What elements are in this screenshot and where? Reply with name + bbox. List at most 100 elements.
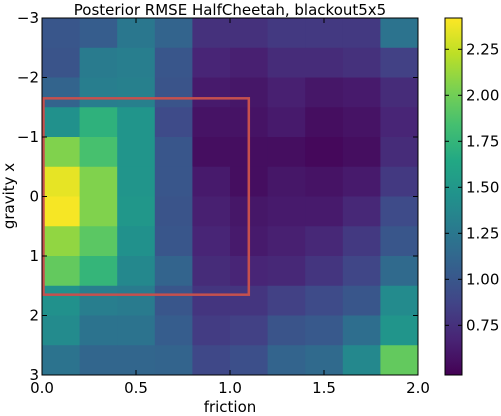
x-tick-label: 2.0 <box>406 379 430 397</box>
heatmap-cell <box>267 166 306 197</box>
heatmap-cell <box>380 196 419 227</box>
chart-title: Posterior RMSE HalfCheetah, blackout5x5 <box>74 1 386 19</box>
heatmap-cell <box>117 226 156 257</box>
heatmap-cell <box>79 256 118 287</box>
heatmap-cell <box>42 47 81 78</box>
heatmap-cell <box>305 18 344 49</box>
heatmap-cell <box>192 285 231 316</box>
heatmap-cell <box>267 315 306 346</box>
heatmap-cell <box>42 256 81 287</box>
heatmap-cell <box>267 256 306 287</box>
heatmap-cell <box>117 315 156 346</box>
heatmap-cell <box>342 315 381 346</box>
heatmap-cell <box>267 47 306 78</box>
heatmap-cell <box>267 77 306 108</box>
heatmap-cell <box>79 18 118 49</box>
heatmap-cell <box>267 107 306 138</box>
heatmap-cell <box>42 345 81 376</box>
colorbar-tick-label: 2.00 <box>466 86 499 104</box>
heatmap-cell <box>342 345 381 376</box>
colorbar-tick-label: 1.75 <box>466 132 499 150</box>
heatmap-cell <box>154 285 193 316</box>
heatmap-cell <box>305 285 344 316</box>
heatmap-cell <box>380 166 419 197</box>
heatmap-cell <box>79 107 118 138</box>
heatmap-cell <box>154 256 193 287</box>
heatmap-cell <box>192 18 231 49</box>
heatmap-cell <box>342 137 381 168</box>
heatmap-cell <box>305 47 344 78</box>
colorbar-ticks: 0.75 1.00 1.25 1.50 1.75 2.00 2.25 <box>445 40 499 334</box>
heatmap-cell <box>192 196 231 227</box>
heatmap-cell <box>79 285 118 316</box>
heatmap-cell <box>117 47 156 78</box>
heatmap-cell <box>342 256 381 287</box>
heatmap-cell <box>267 137 306 168</box>
heatmap-cell <box>79 77 118 108</box>
heatmap-cell <box>380 107 419 138</box>
heatmap-cell <box>230 18 269 49</box>
heatmap-cell <box>380 256 419 287</box>
heatmap-cell <box>154 226 193 257</box>
heatmap-cell <box>192 77 231 108</box>
heatmap-cell <box>230 315 269 346</box>
heatmap-cell <box>192 137 231 168</box>
heatmap-cell <box>42 285 81 316</box>
y-tick-label: −2 <box>17 69 39 87</box>
heatmap-cell <box>42 196 81 227</box>
y-axis-label: gravity x <box>0 163 18 229</box>
heatmap-cell <box>42 18 81 49</box>
colorbar-tick-label: 0.75 <box>466 316 499 334</box>
heatmap-cell <box>117 137 156 168</box>
heatmap-cell <box>267 285 306 316</box>
heatmap-cell <box>79 315 118 346</box>
heatmap-cell <box>380 345 419 376</box>
x-axis-label: friction <box>204 398 257 416</box>
heatmap-cell <box>42 166 81 197</box>
heatmap-cell <box>305 77 344 108</box>
heatmap-cell <box>267 345 306 376</box>
heatmap-cell <box>305 315 344 346</box>
heatmap-cell <box>342 285 381 316</box>
heatmap-cell <box>380 77 419 108</box>
heatmap-cell <box>267 226 306 257</box>
colorbar <box>444 17 463 376</box>
heatmap-cell <box>342 107 381 138</box>
heatmap-cell <box>42 315 81 346</box>
heatmap-cell <box>192 315 231 346</box>
heatmap-cell <box>305 226 344 257</box>
heatmap-cell <box>342 196 381 227</box>
heatmap-cell <box>154 47 193 78</box>
heatmap-cell <box>154 315 193 346</box>
heatmap-cell <box>117 77 156 108</box>
heatmap-cell <box>79 47 118 78</box>
heatmap-cell <box>192 166 231 197</box>
heatmap-cell <box>380 137 419 168</box>
heatmap-cell <box>154 345 193 376</box>
heatmap-cell <box>42 226 81 257</box>
heatmap-cell <box>79 345 118 376</box>
heatmap-cell <box>342 77 381 108</box>
heatmap-cell <box>117 285 156 316</box>
heatmap-cell <box>342 47 381 78</box>
heatmap-cell <box>117 107 156 138</box>
heatmap-cell <box>342 226 381 257</box>
colorbar-tick-label: 1.50 <box>466 178 499 196</box>
heatmap-cell <box>267 196 306 227</box>
y-tick-label: 1 <box>29 247 39 265</box>
y-tick-label: 3 <box>29 366 39 384</box>
x-tick-label: 0.0 <box>30 379 54 397</box>
heatmap-cell <box>267 18 306 49</box>
heatmap-cell <box>192 345 231 376</box>
heatmap-cell <box>154 196 193 227</box>
heatmap-cell <box>117 196 156 227</box>
y-tick-label: 0 <box>29 188 39 206</box>
heatmap-cell <box>192 226 231 257</box>
heatmap-cell <box>79 166 118 197</box>
heatmap-cell <box>79 137 118 168</box>
x-tick-label: 1.5 <box>312 379 336 397</box>
y-axis-ticks: −3 −2 −1 0 1 2 3 <box>17 9 418 384</box>
heatmap-cell <box>154 77 193 108</box>
heatmap-cell <box>380 226 419 257</box>
